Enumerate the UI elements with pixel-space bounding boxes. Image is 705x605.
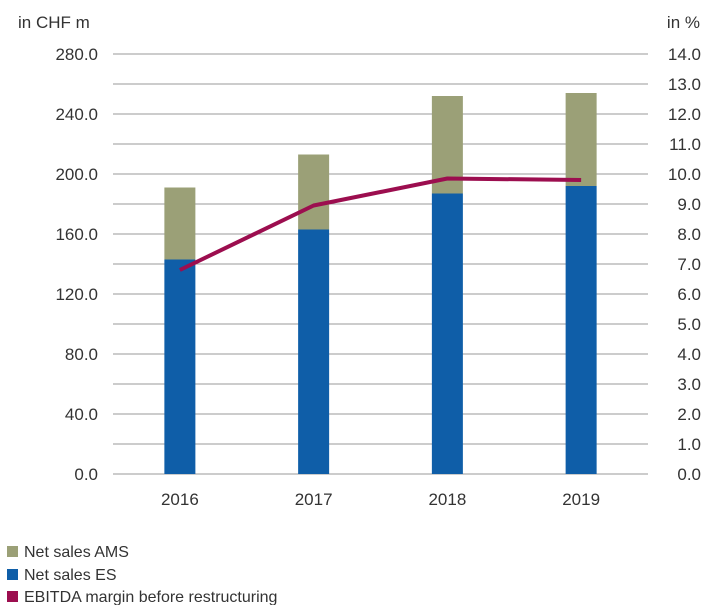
legend-swatch-ams [7, 546, 18, 557]
right-tick-label: 4.0 [677, 345, 701, 364]
x-axis-ticks: 2016 2017 2018 2019 [161, 490, 600, 509]
bar-net-sales-ams-2016 [164, 187, 196, 260]
gridlines [113, 53, 648, 475]
right-tick-label: 5.0 [677, 315, 701, 334]
left-axis-ticks: 0.0 40.0 80.0 120.0 160.0 200.0 240.0 280.0 [55, 45, 98, 484]
right-tick-label: 2.0 [677, 405, 701, 424]
legend-swatch-ebitda [7, 591, 18, 602]
right-tick-label: 3.0 [677, 375, 701, 394]
left-tick-label: 0.0 [74, 465, 98, 484]
left-tick-label: 240.0 [55, 105, 98, 124]
x-tick-label: 2018 [428, 490, 466, 509]
left-axis-unit: in CHF m [18, 13, 90, 32]
legend-label-es: Net sales ES [24, 567, 116, 584]
right-axis-unit: in % [667, 13, 700, 32]
right-tick-label: 7.0 [677, 255, 701, 274]
x-tick-label: 2016 [161, 490, 199, 509]
legend-label-ebitda: EBITDA margin before restructuring [24, 589, 277, 605]
legend: Net sales AMS Net sales ES EBITDA margin… [7, 544, 277, 605]
line-ebitda-margin [179, 176, 582, 272]
x-tick-label: 2017 [295, 490, 333, 509]
bar-net-sales-es-2018 [431, 193, 463, 474]
right-tick-label: 13.0 [668, 75, 701, 94]
bar-net-sales-ams-2017 [298, 154, 330, 230]
left-tick-label: 40.0 [65, 405, 98, 424]
bar-net-sales-es-2019 [565, 186, 597, 474]
right-tick-label: 1.0 [677, 435, 701, 454]
left-tick-label: 160.0 [55, 225, 98, 244]
right-tick-label: 10.0 [668, 165, 701, 184]
left-tick-label: 200.0 [55, 165, 98, 184]
bar-net-sales-es-2017 [298, 229, 330, 474]
left-tick-label: 280.0 [55, 45, 98, 64]
right-tick-label: 11.0 [669, 135, 701, 154]
right-tick-label: 8.0 [677, 225, 701, 244]
right-tick-label: 9.0 [677, 195, 701, 214]
right-tick-label: 12.0 [668, 105, 701, 124]
legend-label-ams: Net sales AMS [24, 544, 129, 561]
left-tick-label: 80.0 [65, 345, 98, 364]
x-tick-label: 2019 [562, 490, 600, 509]
right-tick-label: 0.0 [677, 465, 701, 484]
legend-swatch-es [7, 569, 18, 580]
bar-net-sales-ams-2019 [565, 93, 597, 186]
right-tick-label: 6.0 [677, 285, 701, 304]
left-tick-label: 120.0 [55, 285, 98, 304]
right-tick-label: 14.0 [668, 45, 701, 64]
bars [164, 93, 597, 474]
margin-line [179, 176, 582, 272]
bar-net-sales-es-2016 [164, 259, 196, 474]
right-axis-ticks: 0.0 1.0 2.0 3.0 4.0 5.0 6.0 7.0 8.0 9.0 10.0 11.0 12… [668, 45, 701, 484]
